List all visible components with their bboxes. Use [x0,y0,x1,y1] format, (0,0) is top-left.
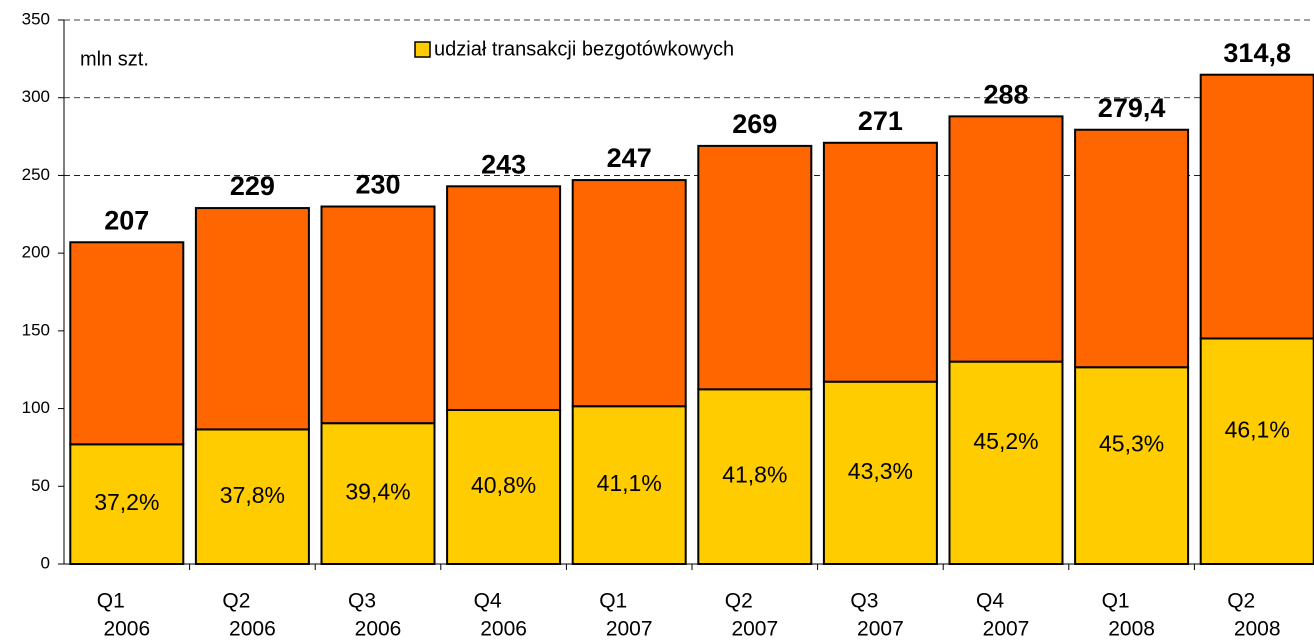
unit-annotation: mln szt. [80,48,149,70]
y-tick-label: 150 [22,320,50,339]
bar-segment [571,405,687,565]
bar-segment [948,360,1064,565]
legend-swatch [414,41,431,58]
value-label: 39,4% [345,479,410,505]
x-tick-label: Q2 [725,590,753,613]
bar-segment [1199,73,1314,340]
bar-segment [1074,366,1190,565]
value-label: 41,8% [722,462,787,488]
total-label: 269 [732,109,777,139]
y-tick-label: 200 [22,243,50,262]
x-tick-label: 2007 [857,618,904,641]
x-tick-label: 2006 [103,618,150,641]
bar-segment [822,141,938,383]
bar-segment [320,205,436,425]
value-label: 37,8% [220,482,285,508]
x-tick-label: Q2 [222,590,250,613]
bar-segment [1074,128,1190,369]
bar-segment [697,388,813,565]
bar-segment [697,144,813,391]
total-label: 229 [230,171,275,201]
total-label: 230 [355,170,400,200]
bar-segment [69,443,185,566]
total-label: 243 [481,149,526,179]
bar-segment [69,241,185,446]
total-label: 314,8 [1223,38,1291,68]
bar-segment [948,115,1064,363]
x-tick-label: 2007 [731,618,778,641]
bar-segment [822,380,938,565]
total-label: 207 [104,205,149,235]
bar-segment [320,422,436,565]
bar-segment [446,408,562,565]
x-tick-label: 2007 [983,618,1030,641]
total-label: 271 [858,106,903,136]
bar-segment [194,428,310,565]
y-tick-label: 0 [41,553,50,572]
y-tick-label: 350 [22,9,50,28]
value-label: 46,1% [1225,416,1290,442]
x-tick-label: 2006 [480,618,527,641]
total-label: 288 [983,79,1028,109]
x-tick-label: 2008 [1234,618,1281,641]
x-tick-label: Q3 [850,590,878,613]
bar-segment [571,179,687,408]
x-tick-label: Q4 [976,590,1004,613]
bar-segment [194,207,310,431]
x-tick-label: Q1 [97,590,125,613]
x-tick-label: Q1 [1102,590,1130,613]
x-tick-label: 2006 [355,618,402,641]
y-tick-label: 100 [22,398,50,417]
value-label: 43,3% [848,458,913,484]
value-label: 40,8% [471,472,536,498]
y-tick-label: 250 [22,165,50,184]
x-tick-label: Q3 [348,590,376,613]
total-label: 279,4 [1098,93,1166,123]
y-tick-label: 300 [22,87,50,106]
bar-segment [1199,337,1314,565]
value-label: 45,3% [1099,431,1164,457]
x-tick-label: 2008 [1108,618,1155,641]
x-tick-label: 2006 [229,618,276,641]
x-tick-label: Q1 [599,590,627,613]
bar-segment [446,185,562,411]
x-tick-label: Q2 [1227,590,1255,613]
x-tick-label: Q4 [474,590,502,613]
legend-label: udział transakcji bezgotówkowych [434,38,734,60]
total-label: 247 [607,143,652,173]
value-label: 41,1% [597,470,662,496]
value-label: 45,2% [973,428,1038,454]
value-label: 37,2% [94,489,159,515]
y-tick-label: 50 [31,476,50,495]
x-tick-label: 2007 [606,618,653,641]
